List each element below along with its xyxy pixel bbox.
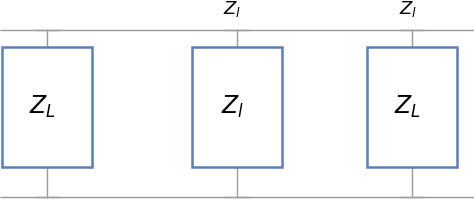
FancyBboxPatch shape [367, 47, 457, 167]
FancyBboxPatch shape [192, 47, 282, 167]
FancyBboxPatch shape [2, 47, 92, 167]
Text: $Z_{l}$: $Z_{l}$ [223, 0, 241, 19]
Text: $Z_{L}$: $Z_{L}$ [394, 94, 421, 120]
Text: $Z_{l}$: $Z_{l}$ [399, 0, 417, 19]
Text: $Z_{l}$: $Z_{l}$ [221, 94, 244, 120]
Text: $Z_{L}$: $Z_{L}$ [29, 94, 56, 120]
